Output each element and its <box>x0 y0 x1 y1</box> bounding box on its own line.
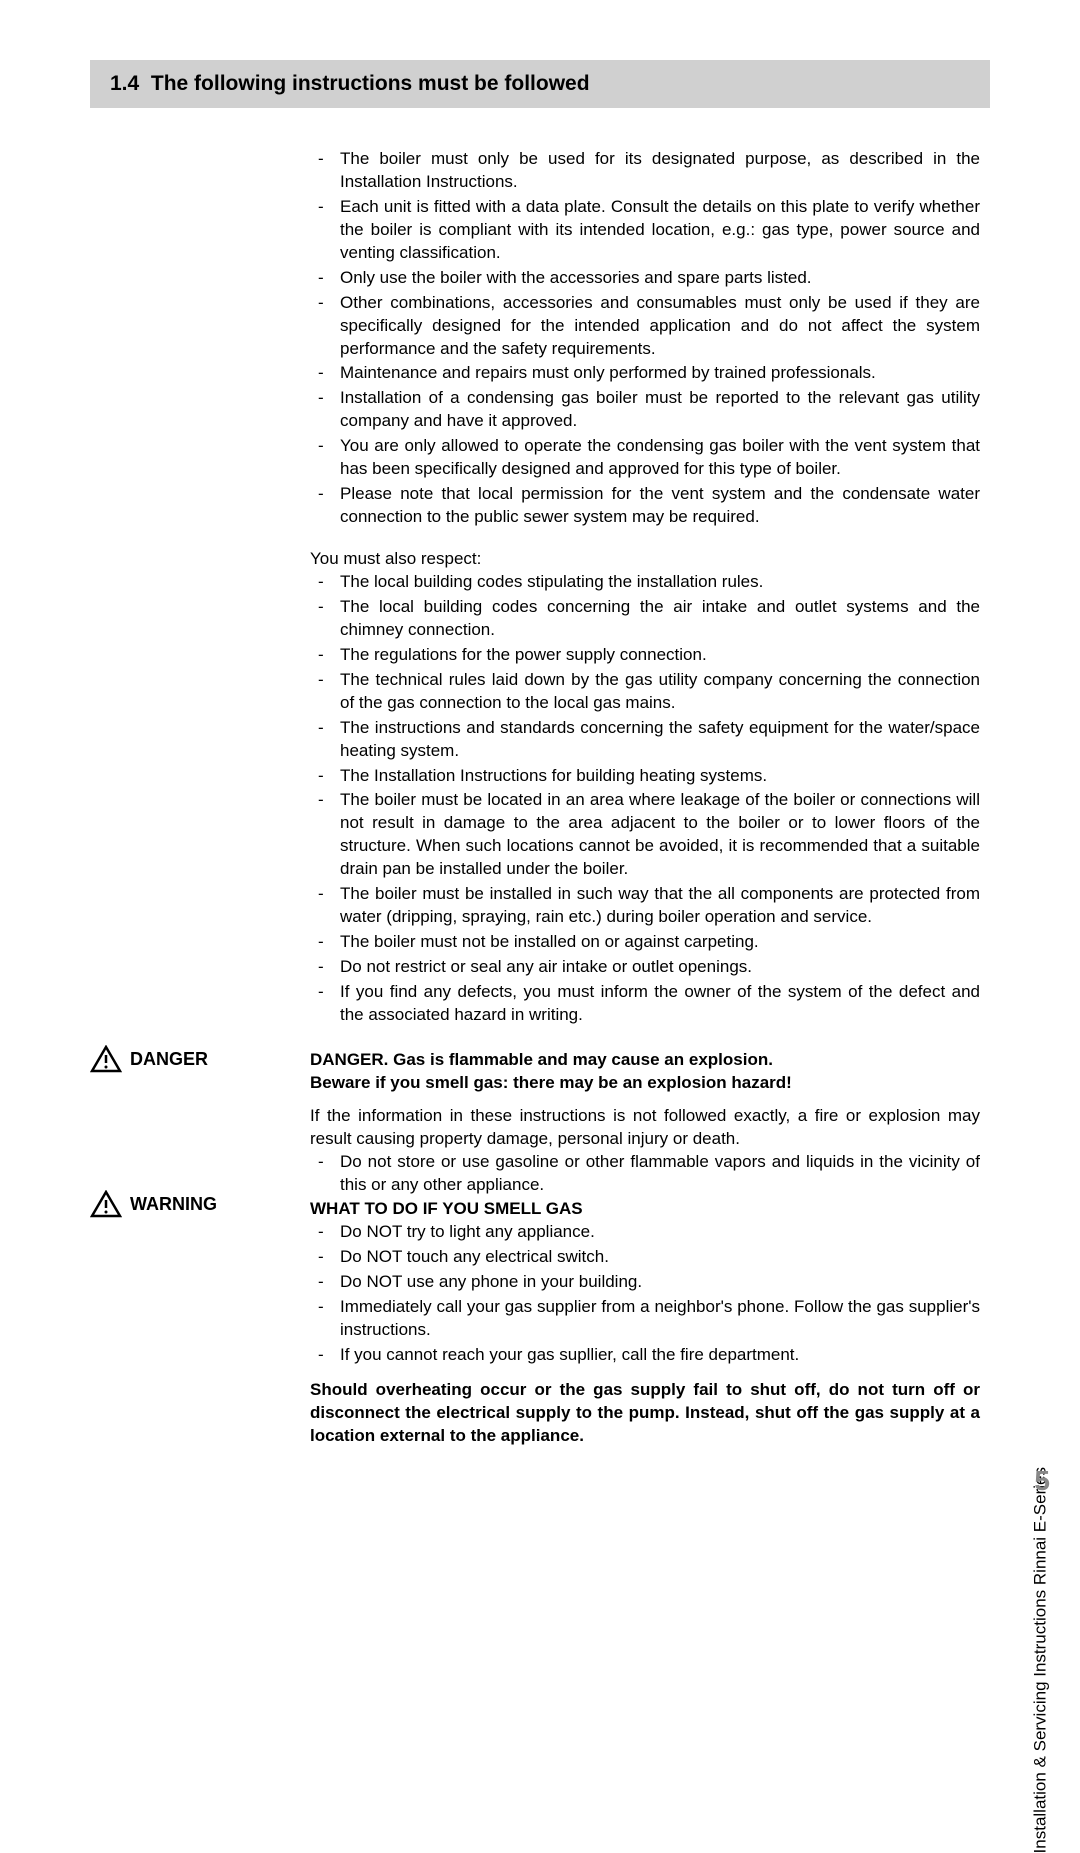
smell-gas-list: Do NOT try to light any appliance.Do NOT… <box>310 1221 980 1367</box>
list-item: Do NOT use any phone in your building. <box>310 1271 980 1294</box>
respect-intro: You must also respect: <box>310 549 980 569</box>
instructions-list-1: The boiler must only be used for its des… <box>310 148 980 529</box>
list-item: If you cannot reach your gas supllier, c… <box>310 1344 980 1367</box>
list-item: You are only allowed to operate the cond… <box>310 435 980 481</box>
list-item: Other combinations, accessories and cons… <box>310 292 980 361</box>
list-item: The local building codes stipulating the… <box>310 571 980 594</box>
danger-heading-2: Beware if you smell gas: there may be an… <box>310 1072 980 1095</box>
list-item: Do NOT touch any electrical switch. <box>310 1246 980 1269</box>
list-item: Each unit is fitted with a data plate. C… <box>310 196 980 265</box>
section-title-text: The following instructions must be follo… <box>151 72 590 95</box>
instructions-list-2: The local building codes stipulating the… <box>310 571 980 1027</box>
list-item: The Installation Instructions for buildi… <box>310 765 980 788</box>
warning-triangle-icon <box>90 1045 122 1073</box>
section-header: 1.4 The following instructions must be f… <box>90 60 990 108</box>
list-item: The technical rules laid down by the gas… <box>310 669 980 715</box>
list-item: Do NOT try to light any appliance. <box>310 1221 980 1244</box>
page-number: 5 <box>1034 1465 1050 1497</box>
list-item: If you find any defects, you must inform… <box>310 981 980 1027</box>
list-item: The boiler must be installed in such way… <box>310 883 980 929</box>
list-item: The boiler must not be installed on or a… <box>310 931 980 954</box>
danger-heading-1: DANGER. Gas is flammable and may cause a… <box>310 1049 980 1072</box>
warning-triangle-icon <box>90 1190 122 1218</box>
smell-gas-heading: WHAT TO DO IF YOU SMELL GAS <box>310 1198 980 1221</box>
list-item: The instructions and standards concernin… <box>310 717 980 763</box>
warning-label-text: WARNING <box>130 1194 217 1215</box>
warning-intro-text: If the information in these instructions… <box>310 1105 980 1151</box>
list-item: Installation of a condensing gas boiler … <box>310 387 980 433</box>
list-item: The regulations for the power supply con… <box>310 644 980 667</box>
danger-label: DANGER <box>90 1045 208 1073</box>
warning-bullet-pre: Do not store or use gasoline or other fl… <box>310 1151 980 1197</box>
section-number: 1.4 <box>110 72 139 95</box>
list-item: Please note that local permission for th… <box>310 483 980 529</box>
warning-label: WARNING <box>90 1190 217 1218</box>
list-item: Immediately call your gas supplier from … <box>310 1296 980 1342</box>
list-item: Do not restrict or seal any air intake o… <box>310 956 980 979</box>
list-item: The boiler must be located in an area wh… <box>310 789 980 881</box>
danger-label-text: DANGER <box>130 1049 208 1070</box>
overheating-notice: Should overheating occur or the gas supp… <box>310 1379 980 1448</box>
main-content: The boiler must only be used for its des… <box>310 148 980 1448</box>
warning-bullet-item: Do not store or use gasoline or other fl… <box>310 1151 980 1197</box>
side-document-title: Installation & Servicing Instructions Ri… <box>1030 1467 1050 1853</box>
list-item: The local building codes concerning the … <box>310 596 980 642</box>
section-title: 1.4 The following instructions must be f… <box>110 72 970 96</box>
list-item: The boiler must only be used for its des… <box>310 148 980 194</box>
list-item: Only use the boiler with the accessories… <box>310 267 980 290</box>
list-item: Maintenance and repairs must only perfor… <box>310 362 980 385</box>
